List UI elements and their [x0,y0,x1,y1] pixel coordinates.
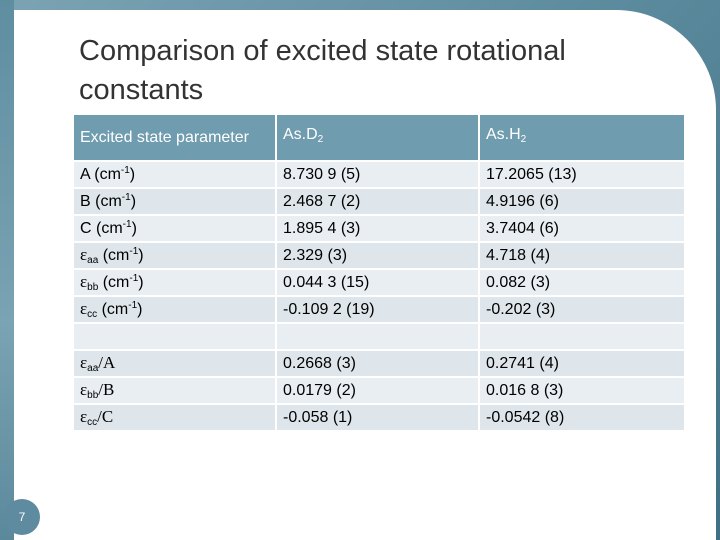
ash2-value: 4.718 (4) [478,241,686,270]
parameter-cell: εbb (cm-1) [72,268,277,297]
table-row: A (cm-1) 8.730 9 (5) 17.2065 (13) [72,160,686,189]
empty-cell [72,322,277,351]
parameter-cell: εaa/A [72,349,277,378]
asd2-value: 2.468 7 (2) [275,187,480,216]
table-row: εcc (cm-1) -0.109 2 (19) -0.202 (3) [72,295,686,324]
header-asd2: As.D2 [275,113,480,162]
header-ash2: As.H2 [478,113,686,162]
table-header-row: Excited state parameter As.D2 As.H2 [72,113,686,162]
ash2-value: 3.7404 (6) [478,214,686,243]
table-row: εaa (cm-1) 2.329 (3) 4.718 (4) [72,241,686,270]
parameter-cell: C (cm-1) [72,214,277,243]
asd2-value: -0.058 (1) [275,403,480,432]
ash2-value: 4.9196 (6) [478,187,686,216]
table-row: εbb (cm-1) 0.044 3 (15) 0.082 (3) [72,268,686,297]
header-asd2-base: As.D [283,126,318,143]
asd2-value: 0.044 3 (15) [275,268,480,297]
left-decorative-band [0,0,14,540]
header-asd2-subscript: 2 [317,134,324,145]
empty-cell [275,322,480,351]
ash2-value: -0.202 (3) [478,295,686,324]
ash2-value: 0.016 8 (3) [478,376,686,405]
header-ash2-base: As.H [486,126,521,143]
parameter-cell: εcc (cm-1) [72,295,277,324]
asd2-value: 2.329 (3) [275,241,480,270]
ash2-value: 0.2741 (4) [478,349,686,378]
slide-number: 7 [4,499,40,535]
asd2-value: -0.109 2 (19) [275,295,480,324]
table-row: εbb/B 0.0179 (2) 0.016 8 (3) [72,376,686,405]
comparison-table: Excited state parameter As.D2 As.H2 A (c… [72,113,686,432]
parameter-cell: εaa (cm-1) [72,241,277,270]
table-row: εaa/A 0.2668 (3) 0.2741 (4) [72,349,686,378]
asd2-value: 0.2668 (3) [275,349,480,378]
parameter-cell: εbb/B [72,376,277,405]
empty-cell [478,322,686,351]
header-parameter: Excited state parameter [72,113,277,162]
table-row: C (cm-1) 1.895 4 (3) 3.7404 (6) [72,214,686,243]
table-row: εcc/C -0.058 (1) -0.0542 (8) [72,403,686,432]
slide-title: Comparison of excited state rotational c… [79,35,566,106]
ash2-value: -0.0542 (8) [478,403,686,432]
asd2-value: 1.895 4 (3) [275,214,480,243]
parameter-cell: A (cm-1) [72,160,277,189]
parameter-cell: εcc/C [72,403,277,432]
ash2-value: 0.082 (3) [478,268,686,297]
table-row: B (cm-1) 2.468 7 (2) 4.9196 (6) [72,187,686,216]
asd2-value: 0.0179 (2) [275,376,480,405]
table-row-empty [72,322,686,351]
header-ash2-subscript: 2 [520,134,527,145]
ash2-value: 17.2065 (13) [478,160,686,189]
parameter-cell: B (cm-1) [72,187,277,216]
asd2-value: 8.730 9 (5) [275,160,480,189]
